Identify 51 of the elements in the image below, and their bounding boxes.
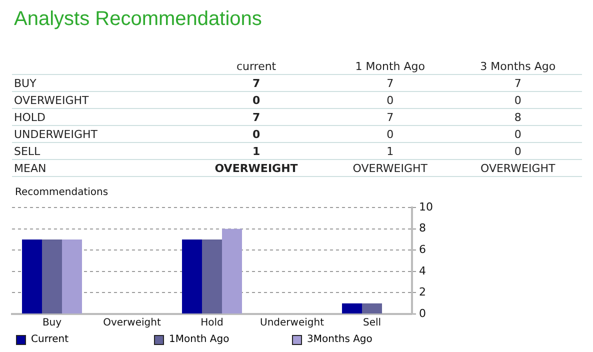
text: 7	[186, 108, 327, 126]
chart-title: Recommendations	[15, 187, 108, 198]
text: UNDERWEIGHT	[12, 126, 186, 142]
text: MEAN	[12, 160, 186, 176]
text: OVERWEIGHT	[12, 92, 186, 108]
bar	[22, 240, 42, 314]
bar	[42, 240, 62, 314]
text: 3 Months Ago	[454, 58, 582, 74]
y-tick-label: 10	[419, 200, 434, 214]
text: 7	[326, 108, 454, 126]
text: OVERWEIGHT	[454, 160, 582, 176]
text: 7	[326, 74, 454, 92]
bar	[342, 303, 362, 314]
legend-label: 3Months Ago	[307, 334, 372, 345]
text: 1	[186, 142, 327, 160]
bar	[362, 303, 382, 314]
text: 0	[326, 92, 454, 108]
legend-label: 1Month Ago	[169, 334, 230, 345]
bar	[202, 240, 222, 314]
y-tick-label: 4	[419, 264, 426, 278]
legend-label: Current	[31, 334, 69, 345]
y-tick-label: 8	[419, 222, 426, 235]
text: 0	[326, 126, 454, 142]
bar	[62, 240, 82, 314]
text: 1	[326, 142, 454, 160]
text: current	[186, 58, 327, 74]
text: 7	[186, 74, 327, 92]
text: 0	[186, 92, 327, 108]
y-tick-label: 0	[419, 306, 426, 320]
text: BUY	[12, 74, 186, 92]
x-tick-label: Underweight	[260, 318, 324, 329]
x-tick-label: Hold	[200, 318, 224, 329]
bar	[222, 228, 242, 314]
x-tick-label: Buy	[42, 318, 62, 329]
bar	[182, 240, 202, 314]
text: 0	[454, 142, 582, 160]
text: Analysts Recommendations	[14, 8, 262, 31]
y-tick-label: 6	[419, 243, 426, 256]
text: 0	[186, 126, 327, 142]
text: OVERWEIGHT	[326, 160, 454, 176]
text: OVERWEIGHT	[186, 160, 327, 176]
text: 1 Month Ago	[326, 58, 454, 74]
text: 8	[454, 108, 582, 126]
x-tick-label: Overweight	[103, 318, 161, 329]
text: HOLD	[12, 108, 186, 126]
text: 0	[454, 92, 582, 108]
text: 7	[454, 74, 582, 92]
text: 0	[454, 126, 582, 142]
y-tick-label: 2	[419, 286, 426, 299]
x-tick-label: Sell	[362, 318, 382, 329]
text: SELL	[12, 142, 186, 160]
